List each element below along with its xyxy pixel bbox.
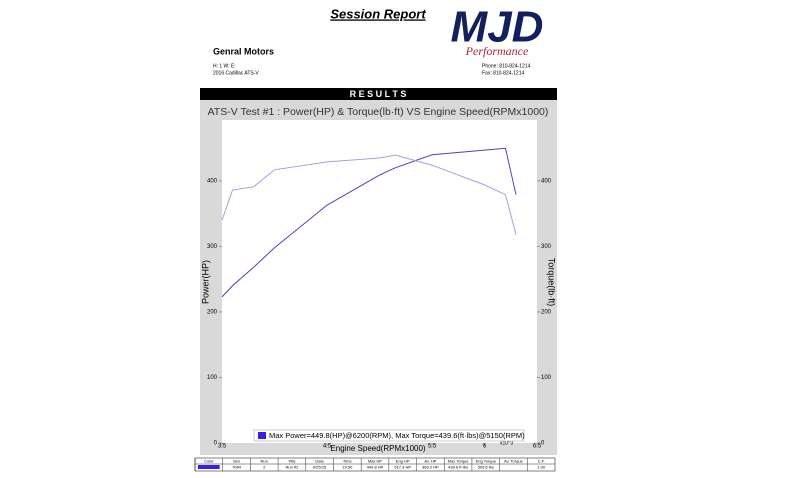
section-title: R E S U L T S <box>350 89 407 99</box>
logo-sub: Performance <box>465 44 529 58</box>
y-tick-label: 300 <box>207 244 218 250</box>
table-cell: 1.00 <box>537 465 546 470</box>
legend-swatch <box>258 432 266 439</box>
vehicle: 2016 Cadillac ATS-V <box>213 70 259 76</box>
series-line <box>221 154 517 235</box>
table-cell: 19:50 <box>342 465 353 470</box>
report-title: Session Report <box>330 6 426 21</box>
table-cell: 369.2 HP <box>422 465 439 470</box>
x-tick-label: 3.5 <box>218 444 227 450</box>
legend-text: Max Power=449.8(HP)@6200(RPM), Max Torqu… <box>269 431 525 440</box>
table-cell: 9/25/15 <box>313 465 327 470</box>
section-bar <box>200 88 557 100</box>
y-label: Power(HP) <box>200 260 210 304</box>
table-cell: 505.6 lbs <box>478 465 494 470</box>
table-header: Date <box>315 459 324 464</box>
series-line <box>221 147 517 298</box>
y-tick-label: 400 <box>207 179 218 185</box>
table-header: Title <box>288 459 296 464</box>
table-cell: 439.6 ft-lbs <box>448 465 468 470</box>
table-header: Eng HP <box>396 459 410 464</box>
y-tick-label: 0 <box>214 441 218 447</box>
table-header: Av. HP <box>424 459 436 464</box>
chart-title: ATS-V Test #1 : Power(HP) & Torque(lb·ft… <box>208 106 549 118</box>
table-cell: 7084 <box>232 465 242 470</box>
x-tick-label: 6.5 <box>533 444 542 450</box>
legend-box <box>253 429 525 442</box>
x-label: Engine Speed(RPMx1000) <box>330 444 426 453</box>
y2-tick-label: 0 <box>541 441 545 447</box>
y2-label: Torque(lb·ft) <box>547 258 557 307</box>
logo: MJD <box>451 3 544 52</box>
header-line: H: 1 W: E: <box>213 63 236 69</box>
table-header: Run <box>261 459 268 464</box>
plot-area <box>222 120 537 443</box>
phone: Phone: 810-824-1214 <box>482 63 531 69</box>
table-header: Max Torque <box>448 459 470 464</box>
company: Genral Motors <box>213 46 274 56</box>
x-multiplier: x10^3 <box>500 440 513 446</box>
table-cell: 2 <box>263 465 266 470</box>
y-tick-label: 100 <box>207 375 218 381</box>
table-cell: 517.3 HP <box>394 465 411 470</box>
x-tick-label: 5.5 <box>428 444 437 450</box>
color-swatch <box>198 465 220 469</box>
table-header: Eng Torque <box>476 459 497 464</box>
table-header: C.F. <box>538 459 545 464</box>
fax: Fax: 810-824-1214 <box>482 70 524 76</box>
y-tick-label: 200 <box>207 310 218 316</box>
x-tick-label: 6 <box>483 444 487 450</box>
table-header: Time <box>343 459 353 464</box>
y2-tick-label: 200 <box>541 310 552 316</box>
table-cell: 449.8 HP <box>367 465 384 470</box>
table-header: Color <box>204 459 214 464</box>
x-tick-label: 4.5 <box>323 444 332 450</box>
table-header: Sen <box>233 459 240 464</box>
table-cell: Run #2 <box>285 465 299 470</box>
table-header: Av. Torque <box>504 459 523 464</box>
y2-tick-label: 100 <box>541 375 552 381</box>
y2-tick-label: 400 <box>541 179 552 185</box>
table-header: Max HP <box>368 459 383 464</box>
results-table: Color Sen Run Title Date Time Max HP Eng HP Av. … <box>194 457 556 472</box>
y2-tick-label: 300 <box>541 244 552 250</box>
